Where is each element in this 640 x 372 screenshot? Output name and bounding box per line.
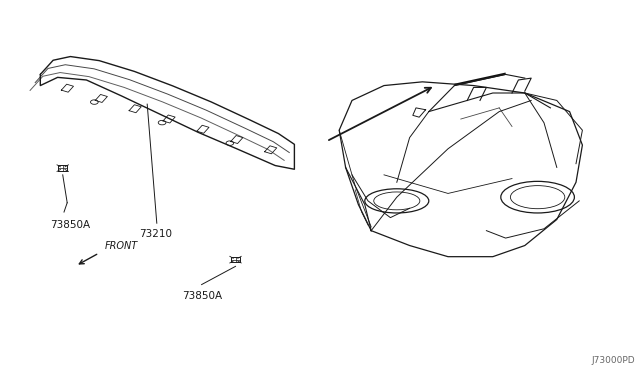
Text: 73850A: 73850A (50, 220, 90, 230)
Polygon shape (454, 73, 506, 86)
Text: FRONT: FRONT (104, 241, 138, 251)
Text: 73210: 73210 (140, 229, 173, 239)
Text: 73850A: 73850A (182, 291, 223, 301)
Text: J73000PD: J73000PD (591, 356, 635, 365)
